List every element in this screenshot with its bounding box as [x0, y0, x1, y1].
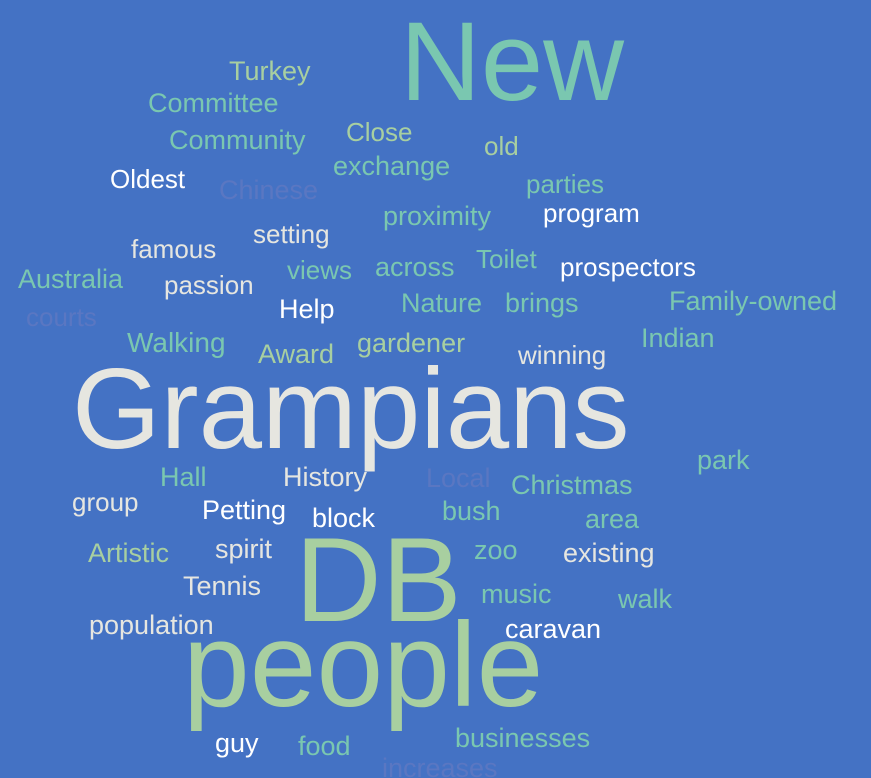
word-tennis: Tennis: [183, 571, 262, 601]
word-proximity: proximity: [383, 201, 492, 231]
word-walk: walk: [618, 584, 673, 614]
word-caravan: caravan: [505, 614, 602, 644]
word-old: old: [484, 131, 519, 161]
word-group: group: [72, 487, 139, 517]
word-new: New: [400, 0, 625, 124]
word-across: across: [375, 252, 455, 282]
word-people: people: [183, 598, 544, 732]
word-turkey: Turkey: [229, 56, 311, 86]
word-family-owned: Family-owned: [669, 286, 838, 316]
word-increases: increases: [382, 753, 498, 778]
word-famous: famous: [131, 234, 217, 264]
word-community: Community: [169, 125, 306, 155]
word-indian: Indian: [641, 323, 715, 353]
word-committee: Committee: [148, 88, 279, 118]
word-award: Award: [258, 339, 335, 369]
word-setting: setting: [253, 219, 330, 249]
word-hall: Hall: [160, 462, 207, 492]
word-gardener: gardener: [357, 328, 466, 358]
word-area: area: [585, 504, 640, 534]
word-existing: existing: [563, 538, 655, 568]
word-music: music: [481, 579, 552, 609]
word-zoo: zoo: [474, 535, 518, 565]
word-park: park: [697, 445, 750, 475]
word-block: block: [312, 503, 376, 533]
word-spirit: spirit: [215, 534, 273, 564]
word-toilet: Toilet: [476, 244, 537, 274]
word-grampians: Grampians: [72, 346, 630, 473]
word-program: program: [543, 198, 640, 228]
word-parties: parties: [526, 169, 605, 199]
word-chinese: Chinese: [219, 175, 319, 205]
word-bush: bush: [442, 496, 501, 526]
word-population: population: [89, 610, 214, 640]
word-exchange: exchange: [333, 151, 451, 181]
word-businesses: businesses: [455, 723, 591, 753]
word-food: food: [298, 731, 351, 761]
word-help: Help: [279, 294, 335, 324]
word-local: Local: [426, 463, 491, 493]
word-australia: Australia: [18, 264, 124, 294]
word-close: Close: [346, 117, 413, 147]
word-artistic: Artistic: [88, 538, 169, 568]
word-prospectors: prospectors: [560, 252, 696, 282]
word-passion: passion: [164, 270, 254, 300]
word-courts: courts: [26, 302, 97, 332]
word-petting: Petting: [202, 495, 287, 525]
word-brings: brings: [505, 288, 579, 318]
word-views: views: [287, 255, 353, 285]
word-nature: Nature: [401, 288, 483, 318]
word-walking: Walking: [127, 327, 226, 358]
word-christmas: Christmas: [511, 470, 633, 500]
word-guy: guy: [215, 728, 259, 758]
word-history: History: [283, 462, 368, 492]
word-db: DB: [295, 513, 462, 647]
word-oldest: Oldest: [110, 164, 186, 194]
word-winning: winning: [518, 340, 607, 370]
